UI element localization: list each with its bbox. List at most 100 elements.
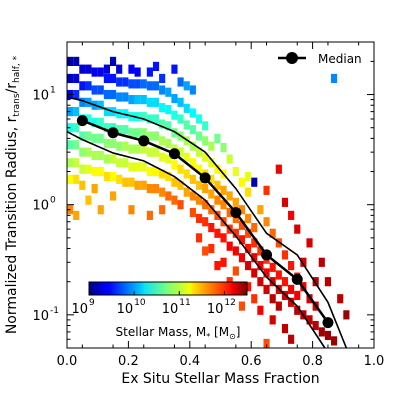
histogram-cell: [134, 79, 141, 89]
histogram-cell: [275, 164, 282, 174]
histogram-cell: [251, 177, 258, 187]
histogram-cell: [306, 238, 313, 248]
histogram-cell: [152, 184, 160, 194]
histogram-cell: [183, 120, 190, 130]
histogram-cell: [152, 61, 160, 72]
histogram-cell: [122, 109, 129, 119]
histogram-cell: [195, 233, 203, 243]
colorbar-tick-label: 10: [71, 302, 88, 317]
histogram-cell: [128, 177, 135, 187]
histogram-cell: [238, 253, 246, 263]
histogram-cell: [140, 144, 147, 154]
colorbar-tick-exponent: 11: [179, 298, 190, 308]
percentile-layer: [66, 96, 348, 349]
histogram-cell: [122, 141, 129, 151]
histogram-cell: [331, 336, 338, 346]
median-point: [230, 206, 242, 218]
y-tick-exponent: 0: [50, 196, 56, 206]
histogram-cell: [73, 89, 80, 100]
histogram-cell: [202, 217, 209, 227]
histogram-cell: [251, 294, 258, 304]
histogram-cell: [189, 141, 196, 151]
histogram-cell: [177, 147, 184, 157]
histogram-cell: [183, 81, 190, 91]
histogram-cell: [97, 67, 104, 77]
histogram-cell: [263, 284, 270, 295]
histogram-cell: [73, 73, 80, 84]
histogram-cell: [189, 108, 196, 118]
histogram-cell: [269, 315, 276, 325]
histogram-cell: [183, 103, 190, 113]
histogram-cell: [109, 171, 117, 182]
histogram-cell: [73, 140, 80, 150]
histogram-cell: [171, 128, 178, 138]
histogram-cell: [116, 77, 123, 87]
histogram-cell: [79, 180, 86, 190]
histogram-cell: [257, 277, 264, 287]
histogram-cell: [165, 121, 172, 131]
histogram-cell: [140, 162, 147, 172]
histogram-cell: [312, 320, 319, 331]
histogram-cell: [140, 112, 147, 122]
histogram-cell: [116, 141, 123, 151]
histogram-cell: [134, 162, 141, 172]
histogram-cell: [103, 123, 110, 133]
median-point: [168, 148, 180, 160]
histogram-cell: [103, 64, 110, 74]
histogram-cell: [294, 290, 301, 301]
histogram-cell: [195, 195, 203, 205]
histogram-cell: [232, 246, 239, 256]
histogram-cell: [103, 73, 110, 84]
histogram-cell: [263, 268, 270, 278]
histogram-cell: [140, 128, 147, 138]
histogram-cell: [263, 338, 270, 349]
histogram-cell: [269, 294, 276, 304]
histogram-cell: [294, 224, 301, 234]
histogram-cell: [202, 152, 209, 162]
histogram-cell: [146, 147, 153, 157]
histogram-cell: [171, 93, 178, 104]
histogram-cell: [288, 334, 295, 344]
histogram-cell: [85, 147, 92, 157]
histogram-cell: [152, 97, 160, 107]
histogram-cell: [226, 191, 233, 201]
histogram-cell: [109, 56, 117, 66]
histogram-cell: [300, 257, 307, 267]
histogram-cell: [220, 233, 227, 243]
median-point: [199, 172, 211, 184]
histogram-cell: [134, 112, 141, 122]
histogram-cell: [214, 228, 221, 238]
x-axis-label: Ex Situ Stellar Mass Fraction: [121, 371, 319, 387]
histogram-cell: [91, 133, 98, 143]
x-tick-label: 0.4: [179, 354, 200, 369]
histogram-cell: [208, 141, 215, 151]
histogram-cell: [165, 105, 172, 115]
histogram-cell: [146, 210, 153, 220]
histogram-cell: [79, 97, 86, 107]
histogram-cell: [91, 117, 98, 127]
histogram-cell: [318, 257, 325, 267]
histogram-cell: [232, 197, 239, 207]
histogram-cell: [97, 150, 104, 161]
histogram-cell: [159, 119, 166, 129]
histogram-cell: [337, 294, 344, 304]
histogram-cell: [226, 241, 233, 251]
y-tick-label: 10: [32, 89, 49, 104]
histogram-cell: [128, 162, 135, 172]
histogram-cell: [312, 277, 319, 287]
histogram-cell: [165, 171, 172, 182]
histogram-cell: [146, 114, 153, 124]
histogram-cell: [195, 131, 203, 141]
histogram-cell: [281, 324, 289, 334]
histogram-cell: [103, 107, 110, 117]
histogram-cell: [128, 79, 135, 89]
upper-percentile-line: [66, 96, 348, 349]
histogram-cell: [232, 228, 239, 238]
colorbar-tick-label: 10: [117, 302, 134, 317]
histogram-cell: [97, 100, 104, 110]
histogram-cell: [269, 277, 276, 287]
histogram-cell: [159, 205, 166, 215]
histogram-cell: [202, 184, 209, 194]
histogram-cell: [165, 154, 172, 164]
histogram-cell: [103, 154, 110, 164]
